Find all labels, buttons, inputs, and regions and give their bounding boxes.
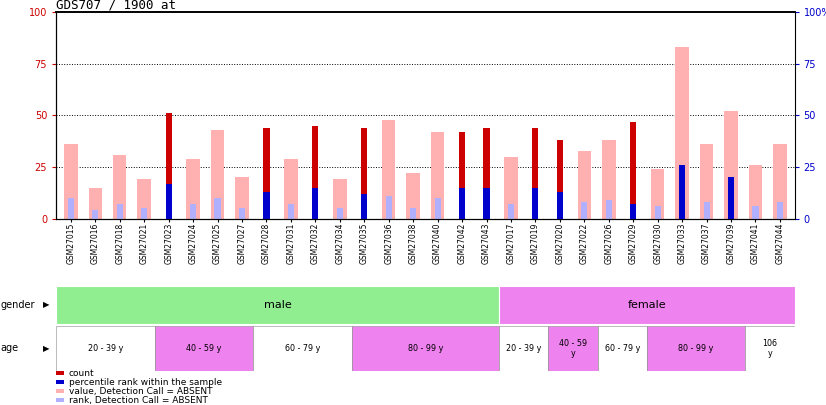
Bar	[459, 188, 465, 219]
Bar	[333, 179, 347, 219]
Bar	[679, 165, 686, 219]
Bar	[287, 204, 294, 219]
Bar	[499, 286, 795, 324]
Bar	[748, 165, 762, 219]
Text: GDS707 / 1900_at: GDS707 / 1900_at	[56, 0, 176, 11]
Text: percentile rank within the sample: percentile rank within the sample	[69, 378, 221, 387]
Text: value, Detection Call = ABSENT: value, Detection Call = ABSENT	[69, 387, 212, 396]
Bar	[676, 47, 689, 219]
Bar	[651, 169, 664, 219]
Bar	[352, 326, 499, 371]
Text: female: female	[628, 300, 667, 310]
Bar	[235, 177, 249, 219]
Bar	[655, 206, 661, 219]
Text: gender: gender	[1, 300, 36, 310]
Bar	[68, 198, 74, 219]
Text: 20 - 39 y: 20 - 39 y	[506, 344, 542, 353]
Bar	[211, 130, 225, 219]
Bar	[533, 188, 539, 219]
Bar	[598, 326, 647, 371]
Bar	[459, 132, 465, 219]
Bar	[64, 144, 78, 219]
Bar	[431, 132, 444, 219]
Bar	[215, 198, 221, 219]
Bar	[508, 204, 514, 219]
Bar	[557, 192, 563, 219]
Bar	[137, 179, 151, 219]
Bar	[434, 198, 441, 219]
Text: 80 - 99 y: 80 - 99 y	[408, 344, 443, 353]
Bar	[263, 192, 269, 219]
Text: ▶: ▶	[43, 300, 50, 309]
Bar	[337, 208, 343, 219]
Bar	[582, 202, 587, 219]
Bar	[777, 202, 783, 219]
Bar	[679, 177, 686, 219]
Text: rank, Detection Call = ABSENT: rank, Detection Call = ABSENT	[69, 396, 207, 405]
Text: count: count	[69, 369, 94, 378]
Bar	[154, 326, 253, 371]
Text: 60 - 79 y: 60 - 79 y	[285, 344, 320, 353]
Bar	[557, 140, 563, 219]
Bar	[630, 122, 636, 219]
Bar	[284, 159, 297, 219]
Text: age: age	[1, 343, 19, 353]
Bar	[773, 144, 786, 219]
Bar	[141, 208, 147, 219]
Bar	[483, 188, 490, 219]
Text: 40 - 59 y: 40 - 59 y	[186, 344, 221, 353]
Bar	[93, 211, 98, 219]
Bar	[165, 113, 172, 219]
Bar	[187, 159, 200, 219]
Bar	[386, 196, 392, 219]
Bar	[647, 326, 745, 371]
Bar	[361, 128, 368, 219]
Bar	[116, 204, 123, 219]
Text: ▶: ▶	[43, 344, 50, 353]
Bar	[630, 204, 636, 219]
Text: male: male	[263, 300, 292, 310]
Text: 80 - 99 y: 80 - 99 y	[678, 344, 714, 353]
Bar	[263, 128, 269, 219]
Bar	[704, 202, 710, 219]
Bar	[406, 173, 420, 219]
Bar	[728, 194, 734, 219]
Bar	[533, 128, 539, 219]
Bar	[165, 183, 172, 219]
Bar	[382, 119, 396, 219]
Text: 20 - 39 y: 20 - 39 y	[88, 344, 123, 353]
Bar	[548, 326, 598, 371]
Bar	[410, 208, 416, 219]
Bar	[605, 200, 612, 219]
Bar	[239, 208, 245, 219]
Bar	[56, 326, 154, 371]
Bar	[602, 140, 615, 219]
Text: 60 - 79 y: 60 - 79 y	[605, 344, 640, 353]
Bar	[253, 326, 352, 371]
Bar	[499, 326, 548, 371]
Bar	[56, 286, 499, 324]
Bar	[752, 206, 758, 219]
Bar	[88, 188, 102, 219]
Bar	[504, 157, 518, 219]
Text: 40 - 59
y: 40 - 59 y	[559, 339, 587, 358]
Bar	[361, 194, 368, 219]
Text: 106
y: 106 y	[762, 339, 777, 358]
Bar	[113, 155, 126, 219]
Bar	[745, 326, 795, 371]
Bar	[724, 111, 738, 219]
Bar	[700, 144, 714, 219]
Bar	[728, 177, 734, 219]
Bar	[190, 204, 196, 219]
Bar	[312, 126, 318, 219]
Bar	[312, 188, 318, 219]
Bar	[577, 151, 591, 219]
Bar	[483, 128, 490, 219]
